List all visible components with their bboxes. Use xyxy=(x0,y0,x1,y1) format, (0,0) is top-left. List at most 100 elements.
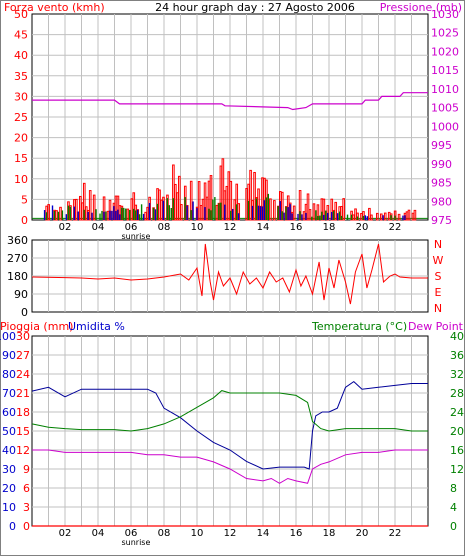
wind-gust-bar xyxy=(249,169,252,221)
wind-gust-bar xyxy=(59,206,62,221)
wind-y-tick-label: 35 xyxy=(14,70,28,83)
wind-average-bar xyxy=(212,199,214,220)
wind-average-bar xyxy=(152,207,155,220)
wind-average-bar xyxy=(83,209,85,220)
humidity-y-tick-label: 50 xyxy=(2,425,16,438)
wind-panel-x-tick-label: 04 xyxy=(92,222,105,233)
rain-y-tick-label: 27 xyxy=(16,349,30,362)
temperature-y-tick-label: 8 xyxy=(450,482,457,495)
wind-average-bar xyxy=(91,212,93,220)
wind-average-bar xyxy=(53,210,56,220)
wind-average-bar xyxy=(125,208,127,220)
wind-average-bar xyxy=(148,202,151,220)
pressure-y-tick-label: 985 xyxy=(431,177,452,190)
wind-average-bar xyxy=(218,203,220,220)
wind-average-bar xyxy=(103,211,105,220)
wind-y-tick-label: 45 xyxy=(14,29,28,42)
wind-average-bar xyxy=(301,214,303,220)
wind-gust-bar xyxy=(397,213,401,221)
wind-average-bar xyxy=(311,216,313,220)
direction-y-tick-label: 360 xyxy=(7,234,28,247)
wind-average-bar xyxy=(65,214,68,220)
wind-panel-x-tick-label: 14 xyxy=(257,222,270,233)
wind-average-bar xyxy=(99,213,101,220)
wind-average-bar xyxy=(237,213,240,220)
wind-average-bar xyxy=(350,214,353,220)
wind-panel-sunrise-label: sunrise xyxy=(121,232,150,241)
pressure-y-tick-label: 1010 xyxy=(431,83,459,96)
wind-average-bar xyxy=(366,216,369,220)
wind-average-bar xyxy=(327,212,329,220)
wind-average-bar xyxy=(394,215,396,220)
compass-label: E xyxy=(435,286,442,299)
temperature-y-tick-label: 12 xyxy=(450,463,464,476)
wind-average-bar xyxy=(382,215,384,220)
climate-panel-x-tick-label: 16 xyxy=(290,528,303,539)
wind-average-bar xyxy=(346,214,349,220)
wind-average-bar xyxy=(57,211,60,220)
climate-panel-x-tick-label: 14 xyxy=(257,528,270,539)
climate-panel-sunrise-label: sunrise xyxy=(121,538,150,547)
wind-average-bar xyxy=(73,206,75,220)
wind-average-bar xyxy=(338,211,341,220)
wind-gust-bar xyxy=(55,210,58,221)
wind-average-bar xyxy=(402,215,404,220)
temperature-y-tick-label: 0 xyxy=(450,520,457,533)
wind-average-bar xyxy=(45,212,48,220)
compass-label: S xyxy=(435,270,442,283)
pressure-y-tick-label: 990 xyxy=(431,158,452,171)
wind-y-tick-label: 50 xyxy=(14,8,28,21)
wind-average-bar xyxy=(111,210,113,220)
temperature-y-tick-label: 24 xyxy=(450,406,464,419)
wind-average-bar xyxy=(162,200,165,220)
wind-average-bar xyxy=(123,207,125,220)
wind-average-bar xyxy=(315,210,317,220)
wind-gust-bar xyxy=(126,208,130,221)
humidity-y-tick-label: 30 xyxy=(2,463,16,476)
wind-panel-x-tick-label: 16 xyxy=(290,222,303,233)
wind-average-bar xyxy=(168,205,171,220)
wind-gust-bar xyxy=(413,209,417,221)
wind-panel-x-tick-label: 08 xyxy=(158,222,171,233)
wind-average-bar xyxy=(255,198,258,220)
rain-axis-title: Pioggia (mm) xyxy=(0,320,73,333)
wind-average-bar xyxy=(281,211,283,220)
temperature-y-tick-label: 40 xyxy=(450,330,464,343)
pressure-y-tick-label: 1015 xyxy=(431,64,459,77)
rain-y-tick-label: 24 xyxy=(16,368,30,381)
wind-average-bar xyxy=(299,211,301,220)
temperature-y-tick-label: 16 xyxy=(450,444,464,457)
wind-average-bar xyxy=(323,214,325,220)
wind-average-bar xyxy=(136,209,139,220)
wind-average-bar xyxy=(336,213,339,220)
wind-average-bar xyxy=(119,214,121,220)
climate-panel-x-tick-label: 18 xyxy=(323,528,336,539)
climate-panel-x-tick-label: 10 xyxy=(191,528,204,539)
wind-average-bar xyxy=(263,200,266,220)
wind-gust-bar xyxy=(342,198,345,221)
wind-average-bar xyxy=(196,208,198,220)
pressure-y-tick-label: 975 xyxy=(431,214,452,227)
wind-y-tick-label: 15 xyxy=(14,152,28,165)
direction-y-tick-label: 270 xyxy=(7,252,28,265)
wind-panel-x-tick-label: 10 xyxy=(191,222,204,233)
dewpoint-axis-title: Dew Point xyxy=(408,320,464,333)
wind-average-bar xyxy=(69,206,72,220)
wind-average-bar xyxy=(289,204,291,220)
wind-y-tick-label: 25 xyxy=(14,111,28,124)
wind-average-bar xyxy=(186,205,188,220)
temperature-y-tick-label: 28 xyxy=(450,387,464,400)
climate-panel-x-tick-label: 04 xyxy=(92,528,105,539)
wind-panel-x-tick-label: 06 xyxy=(125,222,138,233)
wind-average-bar xyxy=(121,207,123,220)
wind-y-tick-label: 40 xyxy=(14,49,28,62)
wind-gust-bar xyxy=(221,158,225,221)
pressure-axis-title: Pressione (mb) xyxy=(380,1,462,14)
rain-y-tick-label: 6 xyxy=(23,482,30,495)
humidity-axis-title: Umidita % xyxy=(68,320,125,333)
wind-average-bar xyxy=(115,210,117,220)
wind-gust-bar xyxy=(92,194,96,221)
rain-y-tick-label: 18 xyxy=(16,406,30,419)
compass-label: N xyxy=(434,238,442,251)
